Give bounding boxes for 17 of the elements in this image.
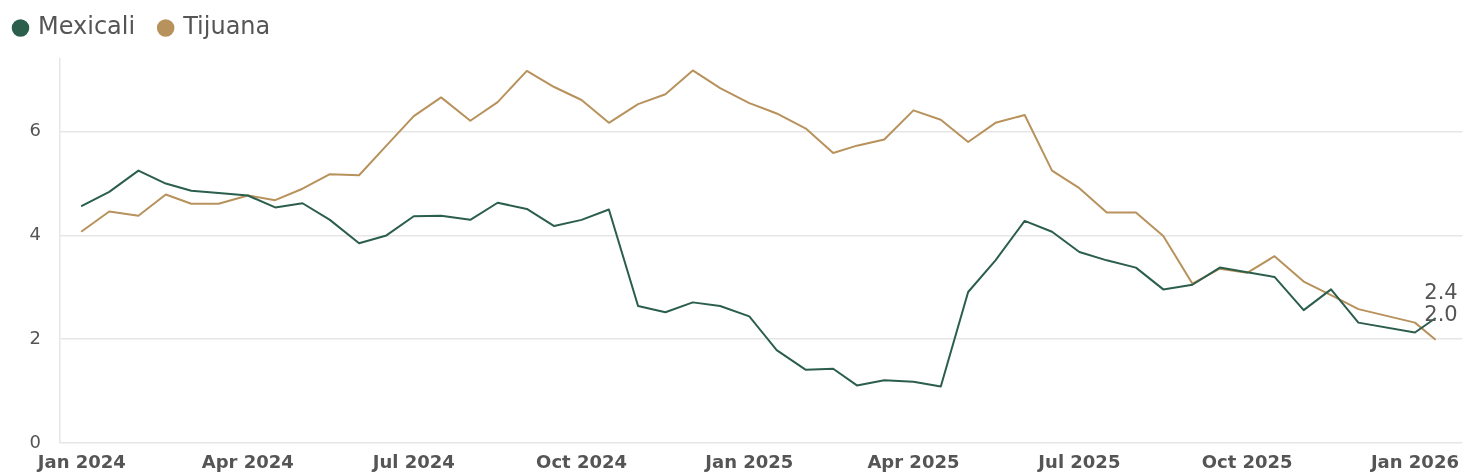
y-tick-label: 0	[29, 430, 41, 452]
legend-label: Tijuana	[182, 12, 271, 41]
x-tick-label: Jul 2024	[370, 451, 455, 473]
x-tick-label: Oct 2025	[1201, 451, 1293, 473]
data-label: 2.0	[1424, 301, 1458, 326]
data-label: 2.4	[1424, 279, 1458, 304]
x-tick-label: Jul 2025	[1036, 451, 1121, 473]
legend-label: Mexicali	[38, 12, 136, 41]
y-tick-label: 6	[29, 119, 41, 141]
x-tick-label: Jan 2025	[703, 451, 794, 473]
y-tick-label: 2	[29, 326, 41, 348]
x-tick-label: Oct 2024	[536, 451, 628, 473]
y-tick-label: 4	[29, 223, 41, 245]
x-tick-label: Apr 2024	[201, 451, 294, 473]
x-tick-label: Apr 2025	[867, 451, 960, 473]
x-tick-label: Jan 2026	[1368, 451, 1459, 473]
x-tick-label: Jan 2024	[35, 451, 126, 473]
